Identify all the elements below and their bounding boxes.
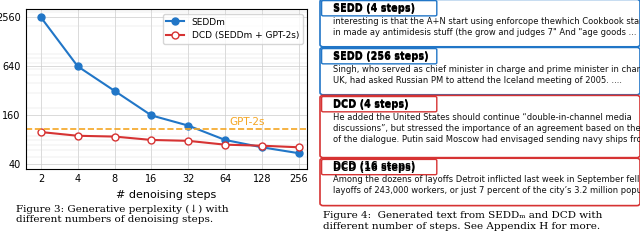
Text: Among the dozens of layoffs Detroit inflicted last week in September fell to
lay: Among the dozens of layoffs Detroit infl…	[333, 175, 640, 196]
Text: Figure 3: Generative perplexity (↓) with
different numbers of denoising steps.: Figure 3: Generative perplexity (↓) with…	[16, 204, 228, 224]
Text: SEDD (4 steps): SEDD (4 steps)	[333, 3, 415, 13]
Text: interesting is that the A+N start using enforcope thewhich Cookbook starts using: interesting is that the A+N start using …	[333, 16, 640, 37]
Text: DCD (16 steps): DCD (16 steps)	[333, 161, 415, 171]
DCD (SEDDm + GPT-2s)	[221, 143, 229, 146]
DCD (SEDDm + GPT-2s)	[111, 135, 118, 138]
FancyBboxPatch shape	[322, 0, 437, 16]
DCD (SEDDm + GPT-2s)	[148, 139, 156, 141]
DCD (SEDDm + GPT-2s)	[184, 139, 192, 142]
Text: SEDD (4 steps): SEDD (4 steps)	[333, 4, 415, 14]
SEDDm	[258, 146, 266, 149]
Text: SEDD (256 steps): SEDD (256 steps)	[333, 52, 428, 62]
X-axis label: # denoising steps: # denoising steps	[116, 190, 216, 200]
DCD (SEDDm + GPT-2s)	[295, 146, 303, 149]
Text: SEDD (256 steps): SEDD (256 steps)	[333, 51, 428, 61]
Line: SEDDm: SEDDm	[37, 14, 302, 157]
SEDDm	[111, 90, 118, 92]
SEDDm	[74, 65, 81, 68]
Text: He added the United States should continue “double-in-channel media
discussions”: He added the United States should contin…	[333, 113, 640, 144]
Text: DCD (4 steps): DCD (4 steps)	[333, 98, 408, 109]
SEDDm	[295, 152, 303, 155]
FancyBboxPatch shape	[322, 159, 437, 175]
FancyBboxPatch shape	[322, 49, 437, 64]
Text: DCD (4 steps): DCD (4 steps)	[333, 100, 408, 110]
Text: Figure 4:  Generated text from SEDDₘ and DCD with
different number of steps. See: Figure 4: Generated text from SEDDₘ and …	[323, 212, 603, 231]
SEDDm	[37, 16, 45, 19]
Text: Singh, who served as chief minister in charge and prime minister in charge of th: Singh, who served as chief minister in c…	[333, 65, 640, 85]
FancyBboxPatch shape	[322, 97, 437, 112]
DCD (SEDDm + GPT-2s)	[258, 144, 266, 147]
FancyBboxPatch shape	[320, 158, 640, 206]
SEDDm	[221, 139, 229, 141]
Line: DCD (SEDDm + GPT-2s): DCD (SEDDm + GPT-2s)	[37, 129, 302, 151]
FancyBboxPatch shape	[320, 47, 640, 95]
Legend: SEDDm, DCD (SEDDm + GPT-2s): SEDDm, DCD (SEDDm + GPT-2s)	[163, 14, 303, 44]
DCD (SEDDm + GPT-2s)	[37, 131, 45, 133]
Text: GPT-2s: GPT-2s	[230, 117, 266, 127]
FancyBboxPatch shape	[320, 0, 640, 47]
FancyBboxPatch shape	[320, 95, 640, 158]
DCD (SEDDm + GPT-2s)	[74, 134, 81, 137]
SEDDm	[148, 114, 156, 117]
Text: DCD (16 steps): DCD (16 steps)	[333, 163, 415, 173]
SEDDm	[184, 124, 192, 127]
